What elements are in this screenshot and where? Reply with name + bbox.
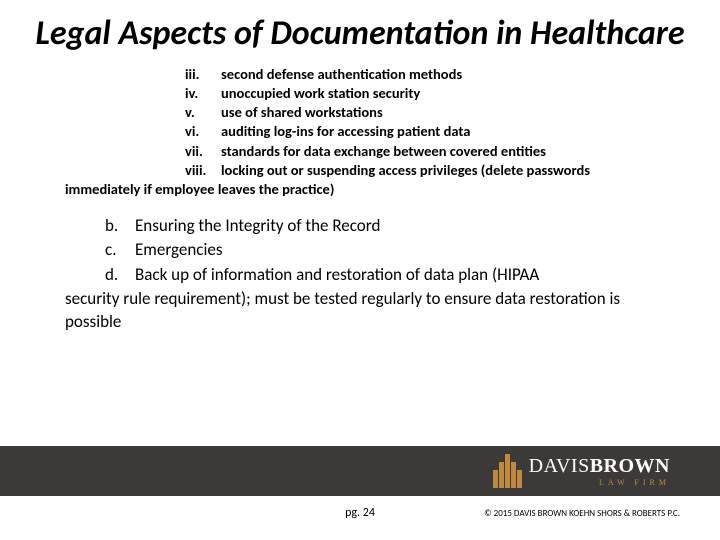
letter-marker: d. xyxy=(105,264,135,286)
roman-marker: vi. xyxy=(185,122,221,141)
content-area: iii. second defense authentication metho… xyxy=(0,61,720,333)
letter-text: Back up of information and restoration o… xyxy=(135,264,670,286)
logo-main-bold: BROWN xyxy=(590,455,670,477)
letter-text: Ensuring the Integrity of the Record xyxy=(135,215,670,237)
letter-item: b. Ensuring the Integrity of the Record xyxy=(105,215,670,237)
page-number: pg. 24 xyxy=(345,506,375,520)
footer-bar: DAVISBROWN LAW FIRM xyxy=(0,446,720,496)
letter-text: Emergencies xyxy=(135,239,670,261)
roman-marker: viii. xyxy=(185,161,221,180)
roman-item: iii. second defense authentication metho… xyxy=(185,65,670,84)
letter-wrap: security rule requirement); must be test… xyxy=(65,288,670,333)
logo-sub: LAW FIRM xyxy=(529,478,670,487)
roman-item: vi. auditing log-ins for accessing patie… xyxy=(185,122,670,141)
roman-marker: vii. xyxy=(185,142,221,161)
letter-marker: b. xyxy=(105,215,135,237)
roman-item: iv. unoccupied work station security xyxy=(185,84,670,103)
logo-main-thin: DAVIS xyxy=(529,455,590,477)
roman-marker: iv. xyxy=(185,84,221,103)
letter-marker: c. xyxy=(105,239,135,261)
roman-text: auditing log-ins for accessing patient d… xyxy=(221,122,470,141)
logo: DAVISBROWN LAW FIRM xyxy=(493,454,670,488)
logo-mark-icon xyxy=(493,454,523,488)
letter-list: b. Ensuring the Integrity of the Record … xyxy=(105,215,670,333)
roman-text: second defense authentication methods xyxy=(221,65,462,84)
roman-text: standards for data exchange between cove… xyxy=(221,142,546,161)
letter-item: d. Back up of information and restoratio… xyxy=(105,264,670,286)
roman-marker: iii. xyxy=(185,65,221,84)
bottom-row: pg. 24 © 2015 DAVIS BROWN KOEHN SHORS & … xyxy=(0,506,720,530)
roman-item: vii. standards for data exchange between… xyxy=(185,142,670,161)
roman-text: use of shared workstations xyxy=(221,103,383,122)
roman-item: v. use of shared workstations xyxy=(185,103,670,122)
roman-wrap: immediately if employee leaves the pract… xyxy=(65,180,670,199)
roman-text: locking out or suspending access privile… xyxy=(221,161,590,180)
roman-item: viii. locking out or suspending access p… xyxy=(185,161,670,180)
letter-item: c. Emergencies xyxy=(105,239,670,261)
roman-list: iii. second defense authentication metho… xyxy=(185,65,670,180)
roman-marker: v. xyxy=(185,103,221,122)
logo-main: DAVISBROWN xyxy=(529,456,670,476)
roman-text: unoccupied work station security xyxy=(221,84,420,103)
copyright: © 2015 DAVIS BROWN KOEHN SHORS & ROBERTS… xyxy=(484,508,680,519)
logo-text: DAVISBROWN LAW FIRM xyxy=(529,456,670,487)
slide-title: Legal Aspects of Documentation in Health… xyxy=(0,0,720,61)
